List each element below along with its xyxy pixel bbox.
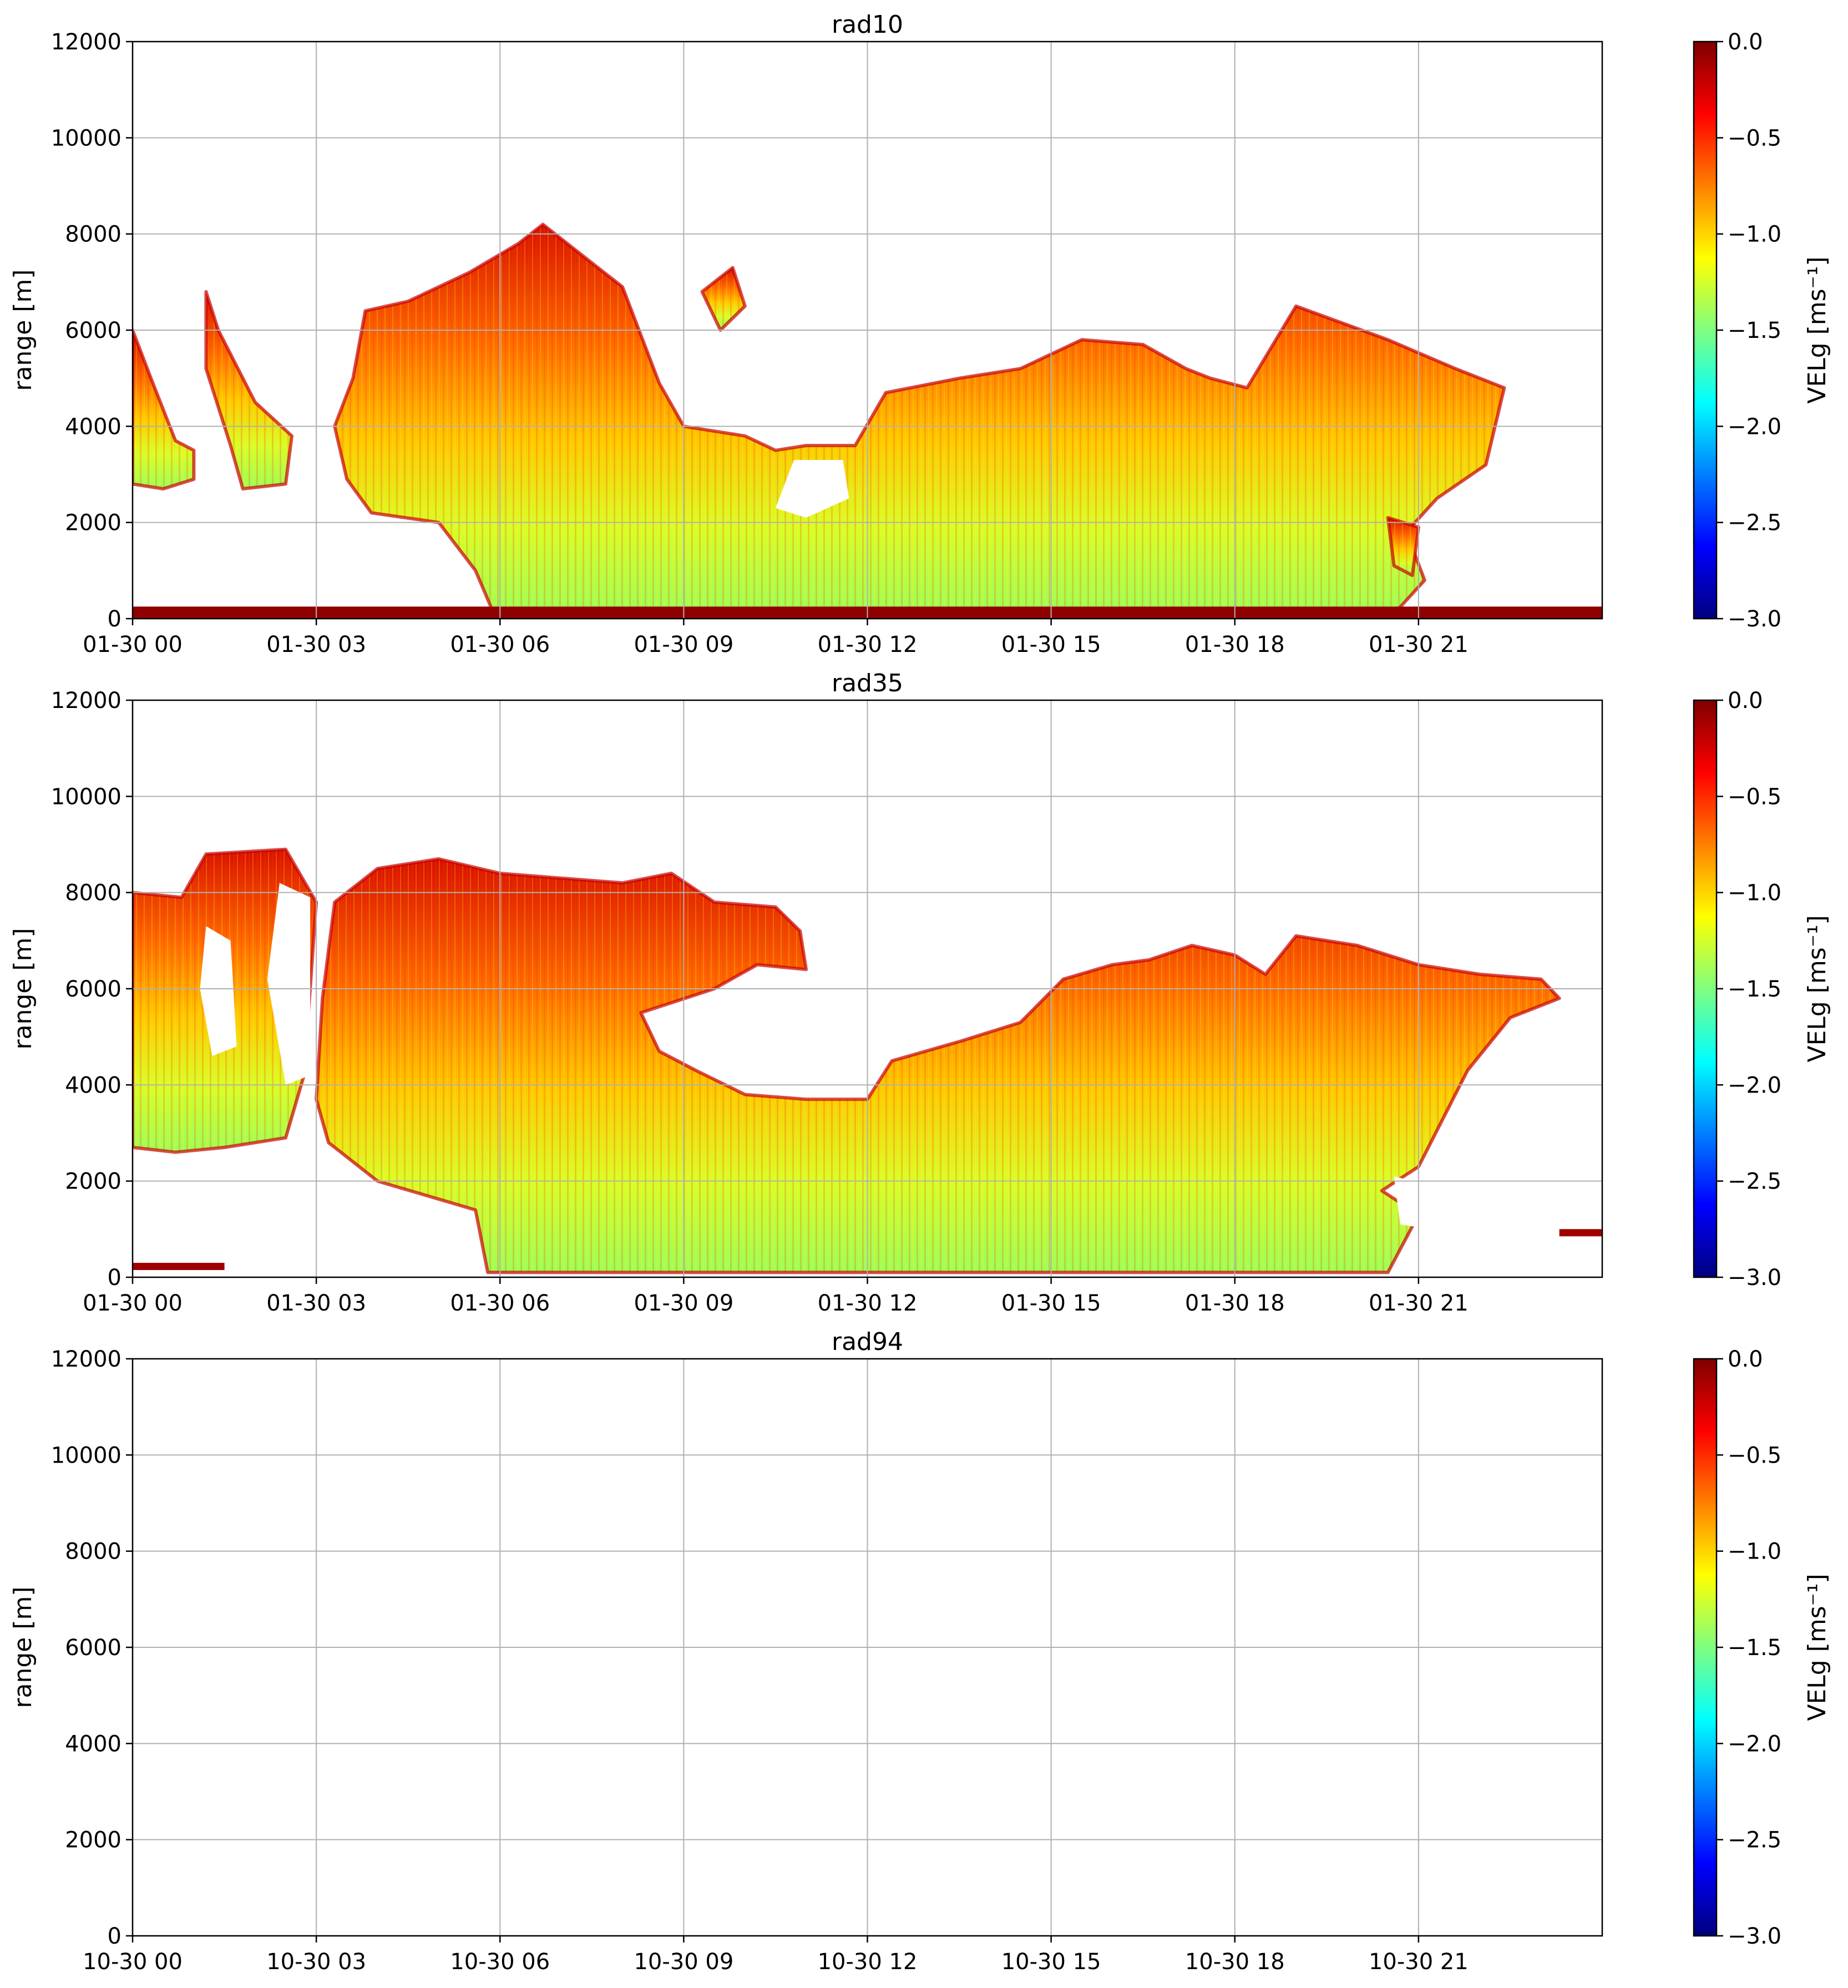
colorbar-tick-label: −2.0 xyxy=(1728,1073,1781,1098)
colorbar-tick-label: −1.0 xyxy=(1728,881,1781,906)
y-tick-label: 12000 xyxy=(51,29,121,55)
echo-edge-streak-cloud xyxy=(204,290,293,490)
y-tick-label: 0 xyxy=(108,606,121,632)
colorbar-tick-label: −1.0 xyxy=(1728,222,1781,247)
colorbar-tick-label: −1.5 xyxy=(1728,1635,1781,1661)
x-tick-label: 10-30 00 xyxy=(83,1949,183,1975)
y-tick-label: 12000 xyxy=(51,1347,121,1372)
echo-edge-main-cloud xyxy=(315,857,1561,1274)
chart-title: rad94 xyxy=(832,1328,903,1356)
y-axis-label: range [m] xyxy=(9,1586,37,1708)
clear-hole-a xyxy=(200,926,237,1056)
x-tick-label: 01-30 15 xyxy=(1001,1291,1101,1316)
y-tick-label: 2000 xyxy=(65,1169,121,1195)
x-tick-label: 01-30 18 xyxy=(1185,1291,1285,1316)
colorbar-tick-label: 0.0 xyxy=(1728,29,1763,55)
echo-layer xyxy=(133,847,1602,1274)
x-tick-label: 01-30 15 xyxy=(1001,632,1101,657)
colorbar-tick-label: −0.5 xyxy=(1728,125,1781,151)
colorbar-tick-label: −1.5 xyxy=(1728,318,1781,343)
colorbar-label: VELg [ms⁻¹] xyxy=(1803,915,1831,1062)
echo-edge-patch-cloud xyxy=(700,266,747,332)
echo-surface-clutter xyxy=(133,1263,225,1270)
colorbar-label: VELg [ms⁻¹] xyxy=(1803,1574,1831,1721)
colorbar-tick-label: −1.5 xyxy=(1728,977,1781,1002)
y-tick-label: 10000 xyxy=(51,1443,121,1468)
clear-gap xyxy=(775,460,849,518)
x-tick-label: 01-30 21 xyxy=(1369,1291,1469,1316)
x-tick-label: 10-30 15 xyxy=(1001,1949,1101,1975)
colorbar-tick-label: −3.0 xyxy=(1728,1265,1781,1291)
x-tick-label: 01-30 18 xyxy=(1185,632,1285,657)
echo-edge-small-cell xyxy=(1386,516,1420,577)
x-tick-label: 10-30 18 xyxy=(1185,1949,1285,1975)
x-tick-label: 01-30 12 xyxy=(818,1291,918,1316)
y-tick-label: 6000 xyxy=(65,318,121,343)
echo-texture-early-cloud xyxy=(133,330,194,489)
colorbar-tick-label: −1.0 xyxy=(1728,1539,1781,1565)
panel-rad10: 0 2000 4000 6000 8000 10000 12000 01-30 00 01-30… xyxy=(9,11,1831,657)
panel-rad35: 0 2000 4000 6000 8000 10000 12000 01-30 00 01-30… xyxy=(9,669,1831,1316)
y-tick-label: 8000 xyxy=(65,1539,121,1565)
colorbar xyxy=(1694,1359,1717,1936)
colorbar-tick-label: 0.0 xyxy=(1728,688,1763,714)
x-tick-label: 01-30 00 xyxy=(83,632,183,657)
echo-texture-main-cloud xyxy=(316,859,1560,1273)
colorbar xyxy=(1694,42,1717,619)
echo-right-speck xyxy=(1559,1229,1602,1237)
colorbar-tick-label: −3.0 xyxy=(1728,606,1781,632)
clear-hole-c xyxy=(1394,1176,1431,1230)
y-tick-label: 10000 xyxy=(51,784,121,810)
x-tick-label: 10-30 06 xyxy=(450,1949,550,1975)
colorbar xyxy=(1694,700,1717,1277)
colorbar-tick-label: −3.0 xyxy=(1728,1924,1781,1949)
x-tick-label: 01-30 21 xyxy=(1369,632,1469,657)
y-tick-label: 0 xyxy=(108,1265,121,1291)
y-tick-label: 4000 xyxy=(65,414,121,439)
colorbar-tick-label: −2.5 xyxy=(1728,1169,1781,1195)
y-tick-label: 8000 xyxy=(65,881,121,906)
y-tick-label: 2000 xyxy=(65,1828,121,1853)
y-tick-label: 4000 xyxy=(65,1731,121,1757)
colorbar-label: VELg [ms⁻¹] xyxy=(1803,256,1831,403)
colorbar-tick-label: −2.5 xyxy=(1728,1828,1781,1853)
y-tick-label: 0 xyxy=(108,1924,121,1949)
x-tick-label: 10-30 12 xyxy=(818,1949,918,1975)
colorbar-tick-label: −2.0 xyxy=(1728,1731,1781,1757)
chart-title: rad10 xyxy=(832,11,903,39)
panel-rad94: 0 2000 4000 6000 8000 10000 12000 10-30 00 10-30… xyxy=(9,1328,1831,1975)
x-tick-label: 01-30 03 xyxy=(266,632,366,657)
x-tick-label: 01-30 06 xyxy=(450,632,550,657)
x-tick-label: 10-30 09 xyxy=(634,1949,733,1975)
y-tick-label: 2000 xyxy=(65,510,121,536)
y-axis-label: range [m] xyxy=(9,269,37,391)
colorbar-tick-label: −2.5 xyxy=(1728,510,1781,536)
colorbar-tick-label: −0.5 xyxy=(1728,1443,1781,1468)
echo-layer xyxy=(133,222,1602,619)
x-tick-label: 01-30 06 xyxy=(450,1291,550,1316)
echo-texture-small-cell xyxy=(1388,518,1419,575)
y-tick-label: 4000 xyxy=(65,1073,121,1098)
colorbar-tick-label: −0.5 xyxy=(1728,784,1781,810)
y-tick-label: 10000 xyxy=(51,125,121,151)
x-tick-label: 01-30 03 xyxy=(266,1291,366,1316)
x-tick-label: 01-30 00 xyxy=(83,1291,183,1316)
x-tick-label: 10-30 21 xyxy=(1369,1949,1469,1975)
y-tick-label: 6000 xyxy=(65,1635,121,1661)
echo-edge-early-cloud xyxy=(133,328,196,490)
y-tick-label: 8000 xyxy=(65,222,121,247)
x-tick-label: 01-30 09 xyxy=(634,632,733,657)
x-tick-label: 10-30 03 xyxy=(266,1949,366,1975)
colorbar-tick-label: 0.0 xyxy=(1728,1347,1763,1372)
y-tick-label: 12000 xyxy=(51,688,121,714)
colorbar-tick-label: −2.0 xyxy=(1728,414,1781,439)
echo-texture-main-cloud xyxy=(335,224,1505,614)
x-tick-label: 01-30 12 xyxy=(818,632,918,657)
x-tick-label: 01-30 09 xyxy=(634,1291,733,1316)
y-tick-label: 6000 xyxy=(65,977,121,1002)
chart-title: rad35 xyxy=(832,669,903,697)
clear-hole-b xyxy=(267,883,311,1085)
y-axis-label: range [m] xyxy=(9,928,37,1049)
